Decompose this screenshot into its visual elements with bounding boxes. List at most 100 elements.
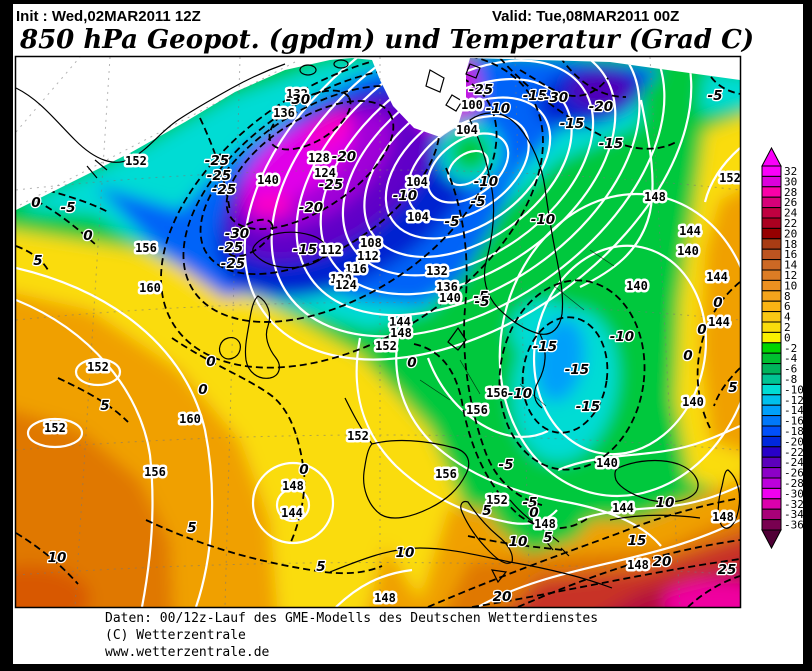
height-label: 140 [257, 173, 279, 187]
colorbar-cell [761, 342, 782, 354]
colorbar-cell [761, 311, 782, 323]
temp-label: -5 [475, 294, 490, 310]
height-label: 104 [406, 175, 428, 189]
temp-label: -20 [332, 149, 356, 165]
height-label: 152 [347, 429, 369, 443]
colorbar-tick: -6 [784, 363, 797, 376]
height-label: 140 [626, 279, 648, 293]
colorbar-cell [761, 477, 782, 489]
colorbar-tick: -28 [784, 477, 804, 490]
height-label: 100 [461, 98, 483, 112]
height-label: 116 [345, 262, 367, 276]
height-label: 148 [390, 326, 412, 340]
colorbar-cells [761, 165, 782, 531]
colorbar-cell [761, 446, 782, 458]
temp-label: 20 [493, 589, 512, 605]
temp-label: -15 [533, 339, 557, 355]
colorbar-cell [761, 321, 782, 333]
height-label: 156 [486, 386, 508, 400]
temp-label: -15 [576, 399, 600, 415]
colorbar-tick: 6 [784, 300, 791, 313]
colorbar-tick: 12 [784, 269, 797, 282]
colorbar-tick: -22 [784, 446, 804, 459]
colorbar: 32302826242220181614121086420-2-4-6-8-10… [761, 146, 804, 550]
colorbar-tick: -16 [784, 415, 804, 428]
temp-label: 10 [656, 495, 675, 511]
colorbar-cell [761, 415, 782, 427]
colorbar-cell [761, 207, 782, 219]
temp-label: 5 [33, 253, 42, 269]
colorbar-tick: -30 [784, 487, 804, 500]
height-label: 124 [314, 166, 336, 180]
temp-label: 0 [198, 382, 207, 398]
temp-label: -15 [599, 136, 623, 152]
colorbar-cell [761, 227, 782, 240]
temp-label: -10 [610, 329, 634, 345]
height-label: 160 [179, 412, 201, 426]
height-label: 152 [87, 360, 109, 374]
height-label: 148 [282, 479, 304, 493]
colorbar-tick: -34 [784, 508, 804, 521]
colorbar-tick: 4 [784, 311, 791, 324]
colorbar-cell [761, 487, 782, 500]
colorbar-cell [761, 217, 782, 229]
height-label: 112 [357, 249, 379, 263]
colorbar-tick: 18 [784, 238, 797, 251]
height-label: 120 [330, 272, 352, 286]
height-label: 144 [679, 224, 701, 238]
height-label: 144 [708, 315, 730, 329]
temp-label: 5 [543, 530, 552, 546]
colorbar-tick: -8 [784, 373, 797, 386]
colorbar-tick: -14 [784, 404, 804, 417]
colorbar-cell [761, 165, 782, 177]
colorbar-cell [761, 383, 782, 396]
temp-label: 10 [48, 550, 67, 566]
temp-label: -15 [565, 362, 589, 378]
temp-label: 0 [31, 195, 40, 211]
colorbar-tick: 30 [784, 175, 797, 188]
colorbar-cell [761, 519, 782, 531]
temp-label: -15 [523, 88, 547, 104]
temp-label: -10 [486, 101, 510, 117]
height-label: 128 [308, 151, 330, 165]
temp-label: -25 [212, 182, 236, 198]
temp-label: 20 [653, 554, 672, 570]
colorbar-cell [761, 331, 782, 344]
height-label: 112 [320, 243, 342, 257]
height-label: 156 [435, 467, 457, 481]
height-label: 152 [375, 339, 397, 353]
colorbar-tick: -20 [784, 435, 804, 448]
colorbar-tick: -12 [784, 394, 804, 407]
height-label: 148 [644, 190, 666, 204]
height-label: 152 [486, 493, 508, 507]
temp-label: 0 [407, 355, 416, 371]
temp-label: 5 [100, 398, 109, 414]
temp-label: -15 [293, 242, 317, 258]
temp-label: 0 [299, 462, 308, 478]
temp-label: -5 [523, 495, 538, 511]
height-label: 144 [706, 270, 728, 284]
colorbar-tick: -10 [784, 383, 804, 396]
colorbar-tick: 16 [784, 248, 797, 261]
colorbar-arrow-bottom [761, 529, 782, 550]
colorbar-tick: 32 [784, 165, 797, 178]
height-label: 152 [125, 154, 147, 168]
colorbar-tick: 22 [784, 217, 797, 230]
colorbar-cell [761, 363, 782, 375]
height-label: 140 [596, 456, 618, 470]
colorbar-cell [761, 467, 782, 479]
temp-label: -10 [531, 212, 555, 228]
chart-title: 850 hPa Geopot. (gpdm) und Temperatur (G… [19, 25, 754, 55]
height-label: 152 [719, 171, 741, 185]
temp-label: -5 [61, 200, 76, 216]
height-label: 144 [281, 506, 303, 520]
temp-label: 10 [509, 534, 528, 550]
colorbar-tick: 2 [784, 321, 791, 334]
temp-label: -10 [474, 174, 498, 190]
temp-label: -5 [445, 214, 460, 230]
height-label: 148 [712, 510, 734, 524]
height-label: 148 [374, 591, 396, 605]
temp-label: -5 [474, 289, 489, 305]
temp-label: 10 [396, 545, 415, 561]
